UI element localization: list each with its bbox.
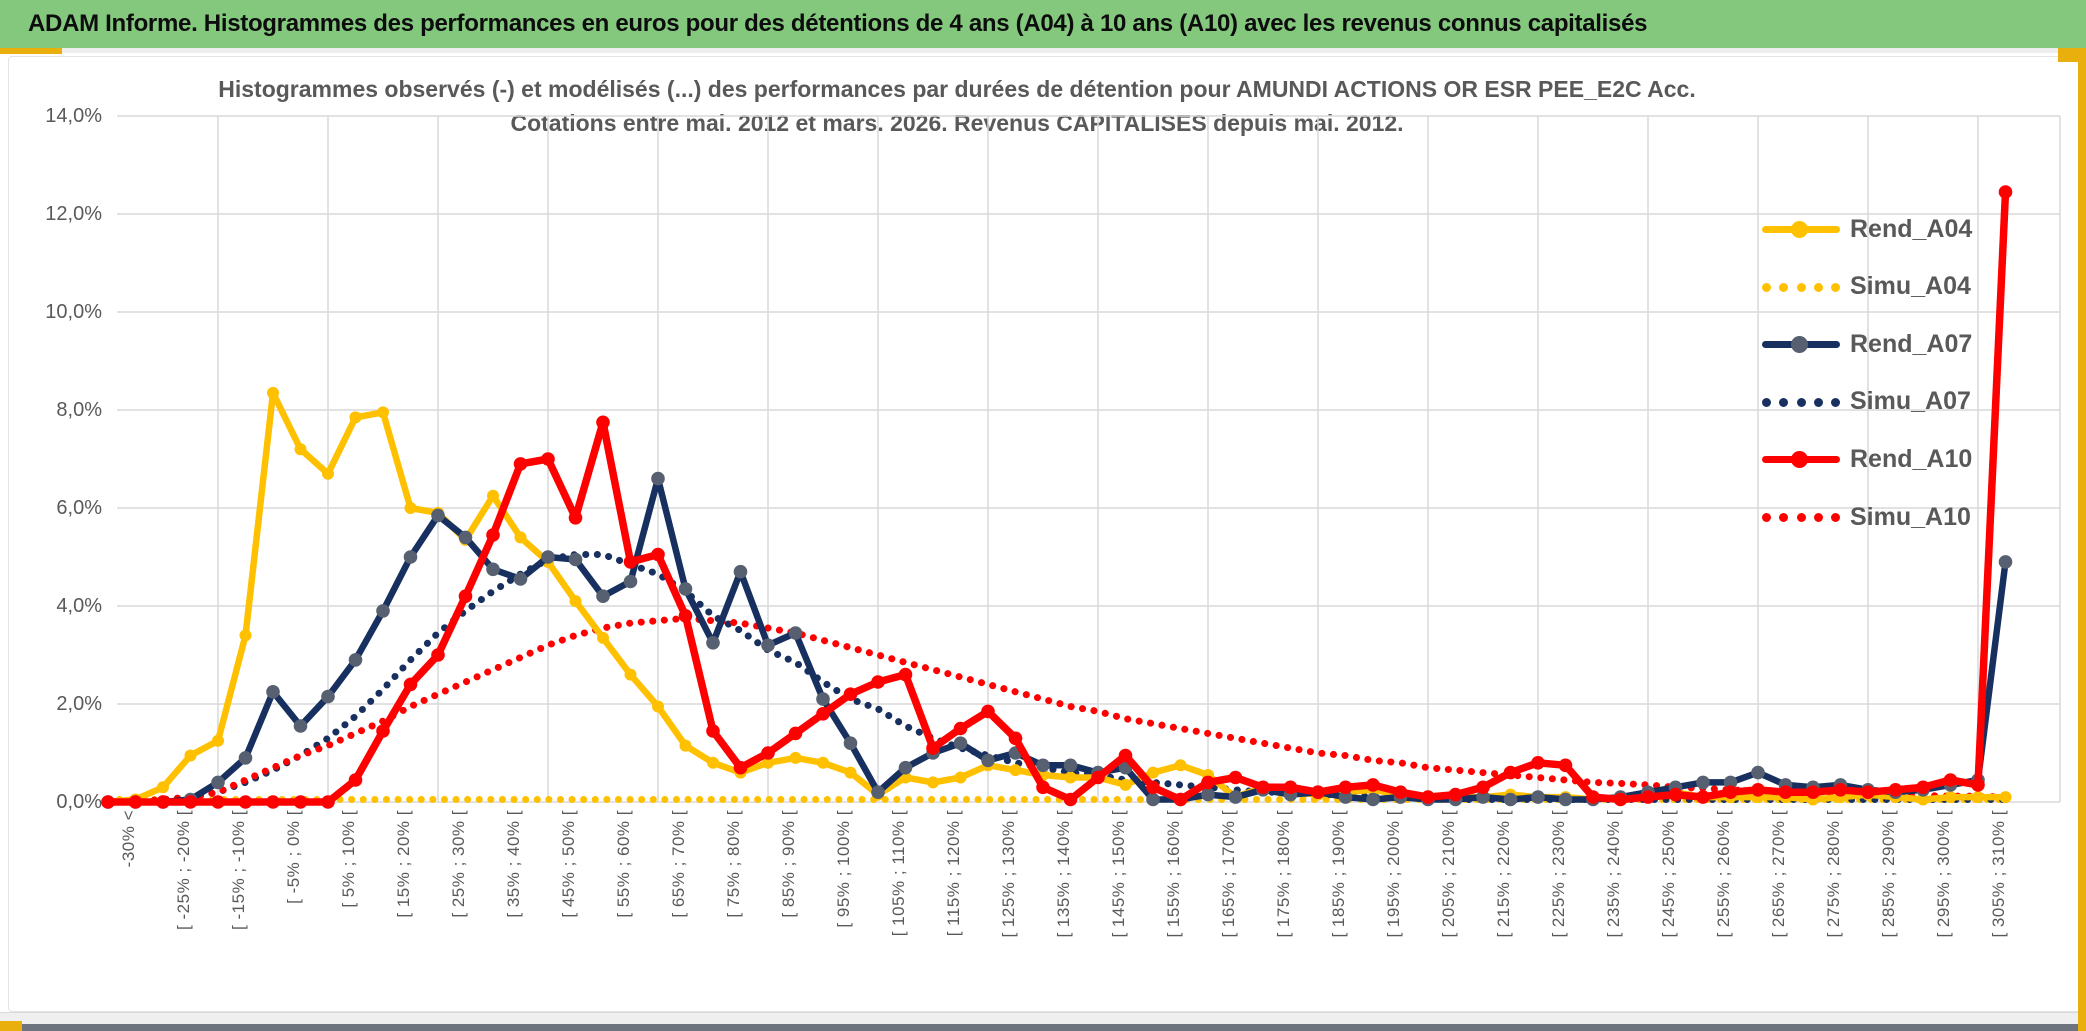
x-tick-label: [ 125% ; 130% [ [999,810,1018,938]
x-tick-label: [ 295% ; 300% [ [1934,810,1953,938]
header-bar: ADAM Informe. Histogrammes des performan… [0,0,2086,48]
legend-item-Simu_A07: Simu_A07 [1760,379,1971,425]
legend-dotted-swatch [1760,264,1842,310]
legend-label: Simu_A04 [1850,272,1971,301]
y-tick-label: 12,0% [45,203,102,225]
legend-label: Rend_A10 [1850,444,1973,473]
header-divider [0,48,2086,53]
x-tick-label: -30% < [119,810,138,868]
y-tick-label: 10,0% [45,301,102,323]
accent-right-edge [2078,56,2086,1031]
legend-line-swatch [1760,436,1842,482]
y-tick-label: 2,0% [56,693,102,715]
accent-bottom-left [0,1021,22,1031]
x-tick-label: [ 5% ; 10% [ [339,810,358,908]
x-tick-label: [ 305% ; 310% [ [1989,810,2008,938]
legend-label: Simu_A10 [1850,502,1971,531]
x-tick-label: [ -15% ; -10% [ [229,810,248,930]
x-tick-label: [ 35% ; 40% [ [504,810,523,918]
x-tick-label: [ 75% ; 80% [ [724,810,743,918]
y-tick-label: 0,0% [56,791,102,813]
y-tick-label: 14,0% [45,105,102,127]
x-tick-label: [ 95% ; 100% [ [834,810,853,928]
x-tick-label: [ 15% ; 20% [ [394,810,413,918]
y-tick-label: 4,0% [56,595,102,617]
x-tick-label: [ 165% ; 170% [ [1219,810,1238,938]
x-tick-label: [ 105% ; 110% [ [889,810,908,937]
legend-item-Rend_A10: Rend_A10 [1760,436,1972,482]
series-markers-Rend_A10 [101,185,2013,809]
x-tick-label: [ 45% ; 50% [ [559,810,578,918]
legend-dotted-swatch [1760,494,1842,540]
chart-title-line2: Cotations entre mai. 2012 et mars. 2026.… [510,110,1404,136]
x-tick-label: [ 225% ; 230% [ [1549,810,1568,938]
x-tick-label: [ 55% ; 60% [ [614,810,633,918]
series-line-Rend_A07 [104,475,2009,806]
legend-item-Rend_A04: Rend_A04 [1760,206,1972,252]
x-tick-label: [ 265% ; 270% [ [1769,810,1788,938]
legend-line-swatch [1760,206,1842,252]
x-tick-label: [ 235% ; 240% [ [1604,810,1623,938]
header-title: ADAM Informe. Histogrammes des performan… [28,10,1648,37]
chart-title-line1: Histogrammes observés (-) et modélisés (… [218,76,1696,102]
x-tick-label: [ -5% ; 0% [ [284,810,303,904]
y-tick-label: 8,0% [56,399,102,421]
x-tick-label: [ 185% ; 190% [ [1329,810,1348,938]
x-tick-label: [ 155% ; 160% [ [1164,810,1183,938]
bottom-bar [0,1024,2086,1031]
legend-item-Rend_A07: Rend_A07 [1760,321,1972,367]
x-tick-label: [ 215% ; 220% [ [1494,810,1513,938]
x-tick-label: [ 115% ; 120% [ [944,810,963,937]
x-tick-label: [ 175% ; 180% [ [1274,810,1293,938]
x-tick-label: [ 85% ; 90% [ [779,810,798,918]
x-tick-label: [ 285% ; 290% [ [1879,810,1898,938]
series-line-Rend_A10 [104,188,2010,806]
x-tick-label: [ 65% ; 70% [ [669,810,688,918]
bottom-strip [0,1012,2086,1025]
series-Rend_A07 [101,471,2013,809]
legend-dotted-swatch [1760,379,1842,425]
legend-item-Simu_A10: Simu_A10 [1760,494,1971,540]
x-tick-label: [ -25% ; -20% [ [174,810,193,930]
x-tick-label: [ 255% ; 260% [ [1714,810,1733,938]
y-tick-label: 6,0% [56,497,102,519]
x-tick-label: [ 245% ; 250% [ [1659,810,1678,938]
legend-label: Rend_A04 [1850,214,1973,243]
x-tick-label: [ 195% ; 200% [ [1384,810,1403,938]
legend-item-Simu_A04: Simu_A04 [1760,264,1971,310]
x-tick-label: [ 205% ; 210% [ [1439,810,1458,938]
gridlines [117,115,2061,803]
legend-label: Simu_A07 [1850,387,1971,416]
legend-label: Rend_A07 [1850,329,1973,358]
x-tick-label: [ 135% ; 140% [ [1054,810,1073,938]
series-markers-Rend_A07 [101,471,2013,809]
x-tick-label: [ 275% ; 280% [ [1824,810,1843,938]
x-tick-label: [ 145% ; 150% [ [1109,810,1128,938]
legend-line-swatch [1760,321,1842,367]
series-Rend_A10 [101,185,2013,809]
chart-canvas [8,56,2082,1012]
accent-tab-left [0,48,62,54]
x-tick-label: [ 25% ; 30% [ [449,810,468,918]
